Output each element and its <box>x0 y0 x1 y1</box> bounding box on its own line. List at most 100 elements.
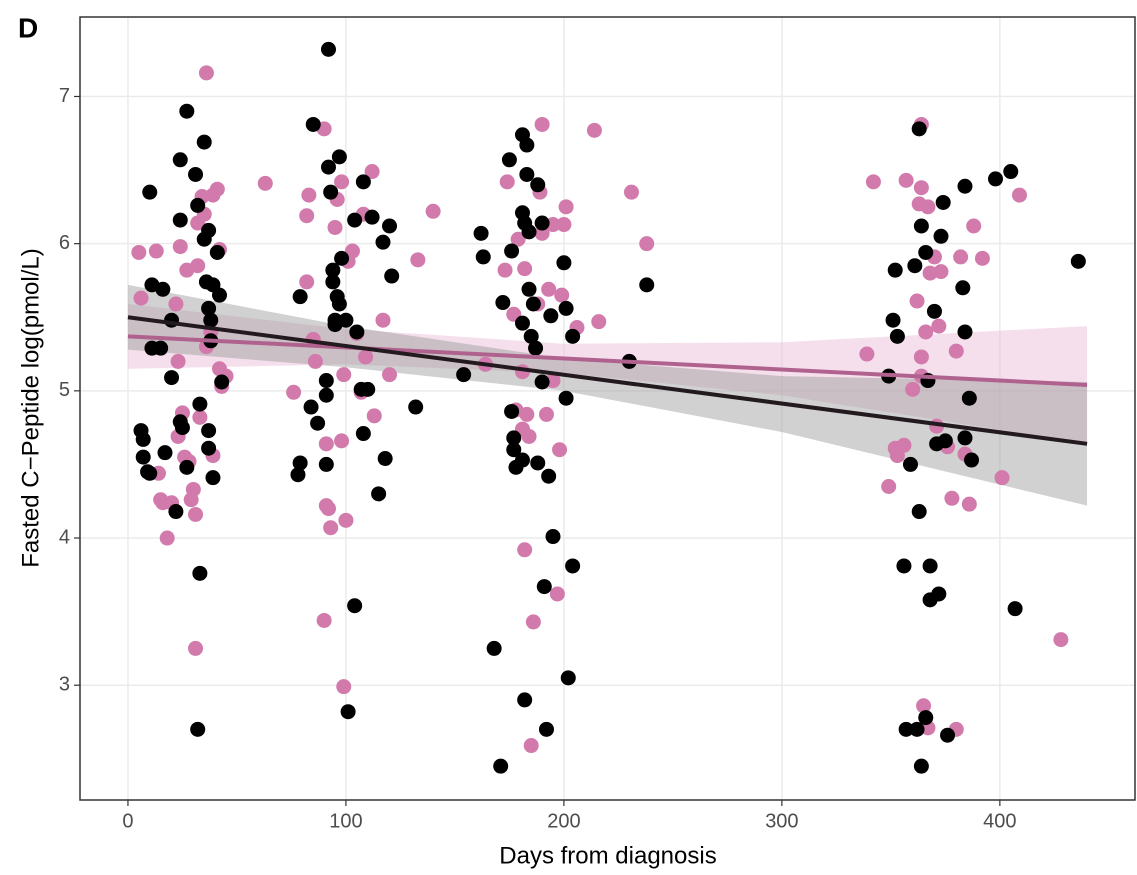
point <box>940 727 956 743</box>
point <box>931 586 947 602</box>
point <box>918 710 934 726</box>
point <box>473 225 489 241</box>
point <box>506 430 522 446</box>
point <box>534 374 550 390</box>
point <box>521 281 537 297</box>
point <box>887 262 903 278</box>
point <box>192 396 208 412</box>
point <box>909 721 925 737</box>
point <box>911 121 927 137</box>
point <box>530 177 546 193</box>
point <box>534 225 550 241</box>
point <box>133 290 149 306</box>
point <box>475 249 491 265</box>
panel-label: D <box>18 12 38 43</box>
point <box>170 353 186 369</box>
point <box>349 324 365 340</box>
point <box>525 614 541 630</box>
fit-line <box>127 334 1088 387</box>
y-tick-label: 4 <box>59 526 70 548</box>
point <box>944 490 960 506</box>
point <box>545 217 561 233</box>
point <box>366 408 382 424</box>
point <box>179 103 195 119</box>
point <box>920 199 936 215</box>
point <box>957 178 973 194</box>
point <box>974 250 990 266</box>
y-tick-label: 3 <box>59 673 70 695</box>
point <box>881 479 897 495</box>
point <box>316 612 332 628</box>
point <box>334 174 350 190</box>
point <box>196 134 212 150</box>
point <box>290 467 306 483</box>
point <box>554 287 570 303</box>
point <box>565 558 581 574</box>
point <box>913 349 929 365</box>
point <box>521 224 537 240</box>
point <box>523 738 539 754</box>
point <box>918 324 934 340</box>
point <box>190 258 206 274</box>
point <box>305 116 321 132</box>
point <box>558 300 574 316</box>
point <box>318 436 334 452</box>
point <box>292 289 308 305</box>
point <box>964 452 980 468</box>
point <box>552 442 568 458</box>
point <box>623 184 639 200</box>
point <box>327 219 343 235</box>
point <box>323 520 339 536</box>
point <box>501 152 517 168</box>
point <box>192 409 208 425</box>
point <box>157 445 173 461</box>
point <box>519 166 535 182</box>
point <box>190 197 206 213</box>
point <box>214 374 230 390</box>
point <box>556 217 572 233</box>
point <box>325 274 341 290</box>
point <box>517 261 533 277</box>
point <box>560 670 576 686</box>
point <box>994 470 1010 486</box>
point <box>506 442 522 458</box>
point <box>889 328 905 344</box>
point <box>538 406 554 422</box>
point <box>896 558 912 574</box>
point <box>408 399 424 415</box>
point <box>142 184 158 200</box>
point <box>131 244 147 260</box>
x-tick-label: 300 <box>765 810 798 832</box>
point <box>336 367 352 383</box>
point <box>916 698 932 714</box>
point <box>523 328 539 344</box>
point <box>188 166 204 182</box>
point <box>168 296 184 312</box>
point <box>966 218 982 234</box>
y-tick-label: 6 <box>59 232 70 254</box>
point <box>937 433 953 449</box>
point <box>382 218 398 234</box>
point <box>201 222 217 238</box>
point <box>517 542 533 558</box>
point <box>318 373 334 389</box>
point <box>377 451 393 467</box>
point <box>933 264 949 280</box>
point <box>519 137 535 153</box>
point <box>190 721 206 737</box>
point <box>565 328 581 344</box>
confidence-band <box>127 304 1088 444</box>
point <box>292 455 308 471</box>
point <box>591 314 607 330</box>
point <box>257 175 273 191</box>
point <box>334 433 350 449</box>
point <box>1007 601 1023 617</box>
point <box>172 212 188 228</box>
point <box>286 384 302 400</box>
y-axis-title: Fasted C−Peptide log(pmol/L) <box>17 248 44 568</box>
point <box>545 529 561 545</box>
point <box>358 349 374 365</box>
point <box>325 262 341 278</box>
point <box>299 274 315 290</box>
